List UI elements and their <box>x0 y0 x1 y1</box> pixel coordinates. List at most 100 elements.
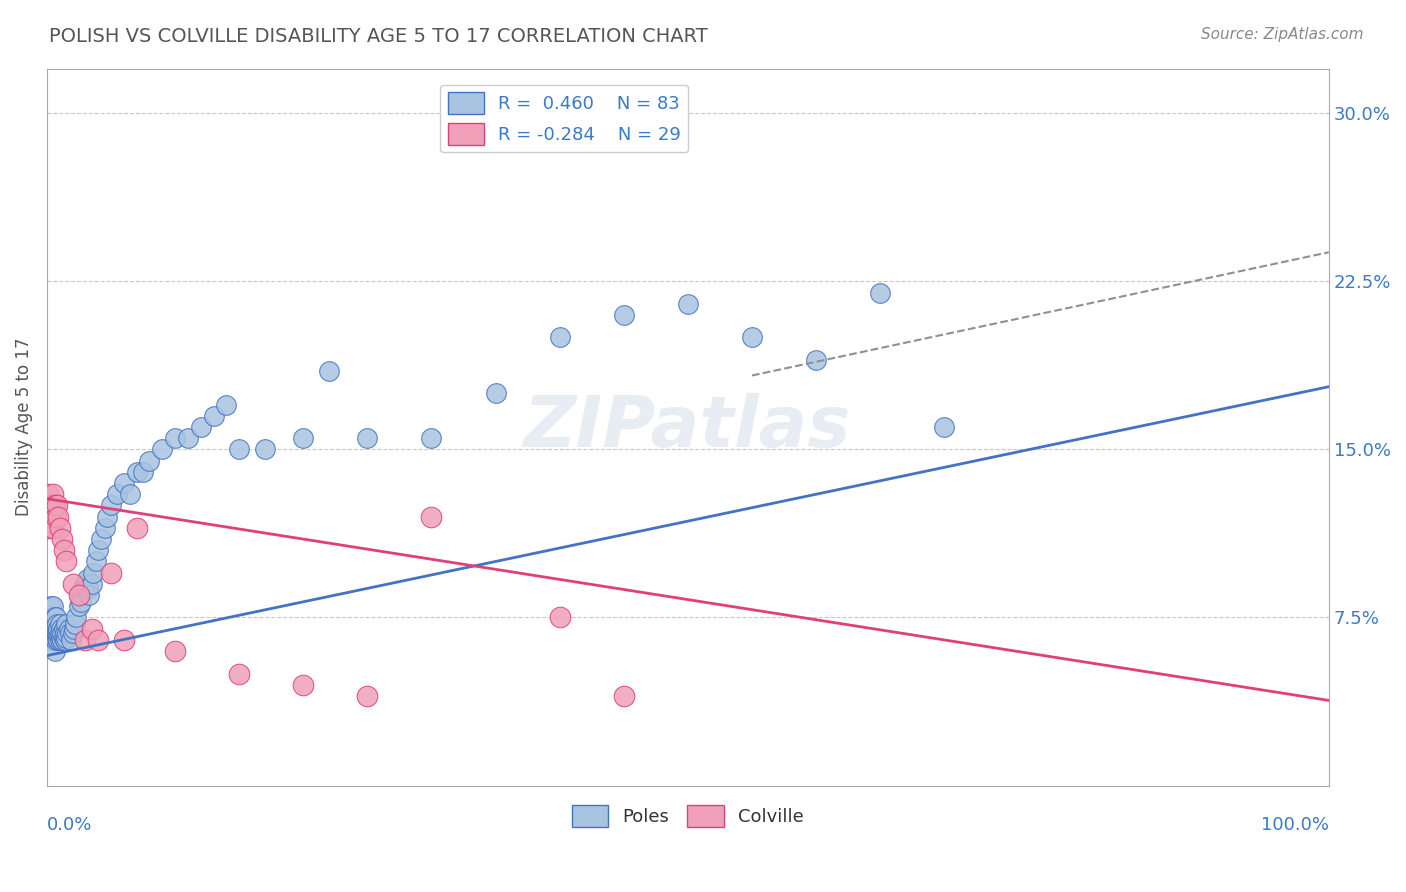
Point <box>62 622 84 636</box>
Point <box>804 352 827 367</box>
Point <box>202 409 225 423</box>
Point <box>44 499 66 513</box>
Y-axis label: Disability Age 5 to 17: Disability Age 5 to 17 <box>15 338 32 516</box>
Point <box>67 588 90 602</box>
Point <box>93 521 115 535</box>
Point <box>80 577 103 591</box>
Point <box>548 610 571 624</box>
Point <box>48 632 70 647</box>
Point <box>87 632 110 647</box>
Point <box>228 666 250 681</box>
Point <box>105 487 128 501</box>
Point <box>96 509 118 524</box>
Point <box>676 297 699 311</box>
Point <box>45 610 67 624</box>
Point <box>51 626 73 640</box>
Point <box>65 610 87 624</box>
Point <box>112 476 135 491</box>
Point <box>125 465 148 479</box>
Point <box>356 689 378 703</box>
Point <box>76 573 98 587</box>
Point <box>100 499 122 513</box>
Point <box>42 521 65 535</box>
Text: ZIPatlas: ZIPatlas <box>524 392 852 461</box>
Point <box>48 509 70 524</box>
Point <box>356 431 378 445</box>
Point <box>150 442 173 457</box>
Point <box>125 521 148 535</box>
Point <box>69 588 91 602</box>
Point <box>39 622 62 636</box>
Point <box>51 632 73 647</box>
Point <box>45 509 67 524</box>
Point <box>53 632 76 647</box>
Point <box>48 626 70 640</box>
Point <box>165 644 187 658</box>
Point <box>120 487 142 501</box>
Point <box>55 617 77 632</box>
Point <box>67 599 90 614</box>
Point <box>52 622 75 636</box>
Point <box>58 622 80 636</box>
Point <box>60 632 83 647</box>
Legend: Poles, Colville: Poles, Colville <box>565 797 811 834</box>
Point <box>44 644 66 658</box>
Point <box>38 521 60 535</box>
Point <box>52 543 75 558</box>
Point <box>39 499 62 513</box>
Point <box>318 364 340 378</box>
Point <box>46 626 69 640</box>
Point <box>48 626 70 640</box>
Point <box>84 554 107 568</box>
Point <box>138 453 160 467</box>
Point <box>49 631 72 645</box>
Point <box>165 431 187 445</box>
Point <box>42 487 65 501</box>
Point <box>44 610 66 624</box>
Point <box>46 499 69 513</box>
Point <box>75 632 97 647</box>
Point <box>48 617 70 632</box>
Text: 0.0%: 0.0% <box>46 815 93 834</box>
Point <box>72 582 94 596</box>
Point <box>48 632 70 647</box>
Point <box>112 632 135 647</box>
Point <box>46 631 69 645</box>
Point <box>48 521 70 535</box>
Point <box>82 566 104 580</box>
Point <box>87 543 110 558</box>
Point <box>44 622 66 636</box>
Point <box>63 617 86 632</box>
Point <box>77 582 100 596</box>
Point <box>52 631 75 645</box>
Point <box>292 678 315 692</box>
Point <box>869 285 891 300</box>
Point <box>45 626 67 640</box>
Point <box>613 308 636 322</box>
Point <box>49 622 72 636</box>
Point <box>80 622 103 636</box>
Point <box>48 622 70 636</box>
Point <box>38 632 60 647</box>
Text: POLISH VS COLVILLE DISABILITY AGE 5 TO 17 CORRELATION CHART: POLISH VS COLVILLE DISABILITY AGE 5 TO 1… <box>49 27 709 45</box>
Point <box>75 577 97 591</box>
Point <box>53 626 76 640</box>
Point <box>41 509 63 524</box>
Point <box>741 330 763 344</box>
Point <box>484 386 506 401</box>
Point <box>90 532 112 546</box>
Point <box>42 632 65 647</box>
Point <box>59 626 82 640</box>
Point <box>55 554 77 568</box>
Point <box>77 588 100 602</box>
Point <box>41 610 63 624</box>
Point <box>46 617 69 632</box>
Point <box>548 330 571 344</box>
Point <box>42 599 65 614</box>
Text: Source: ZipAtlas.com: Source: ZipAtlas.com <box>1201 27 1364 42</box>
Point <box>420 431 443 445</box>
Point <box>62 626 84 640</box>
Point <box>253 442 276 457</box>
Point <box>37 487 59 501</box>
Point <box>70 595 93 609</box>
